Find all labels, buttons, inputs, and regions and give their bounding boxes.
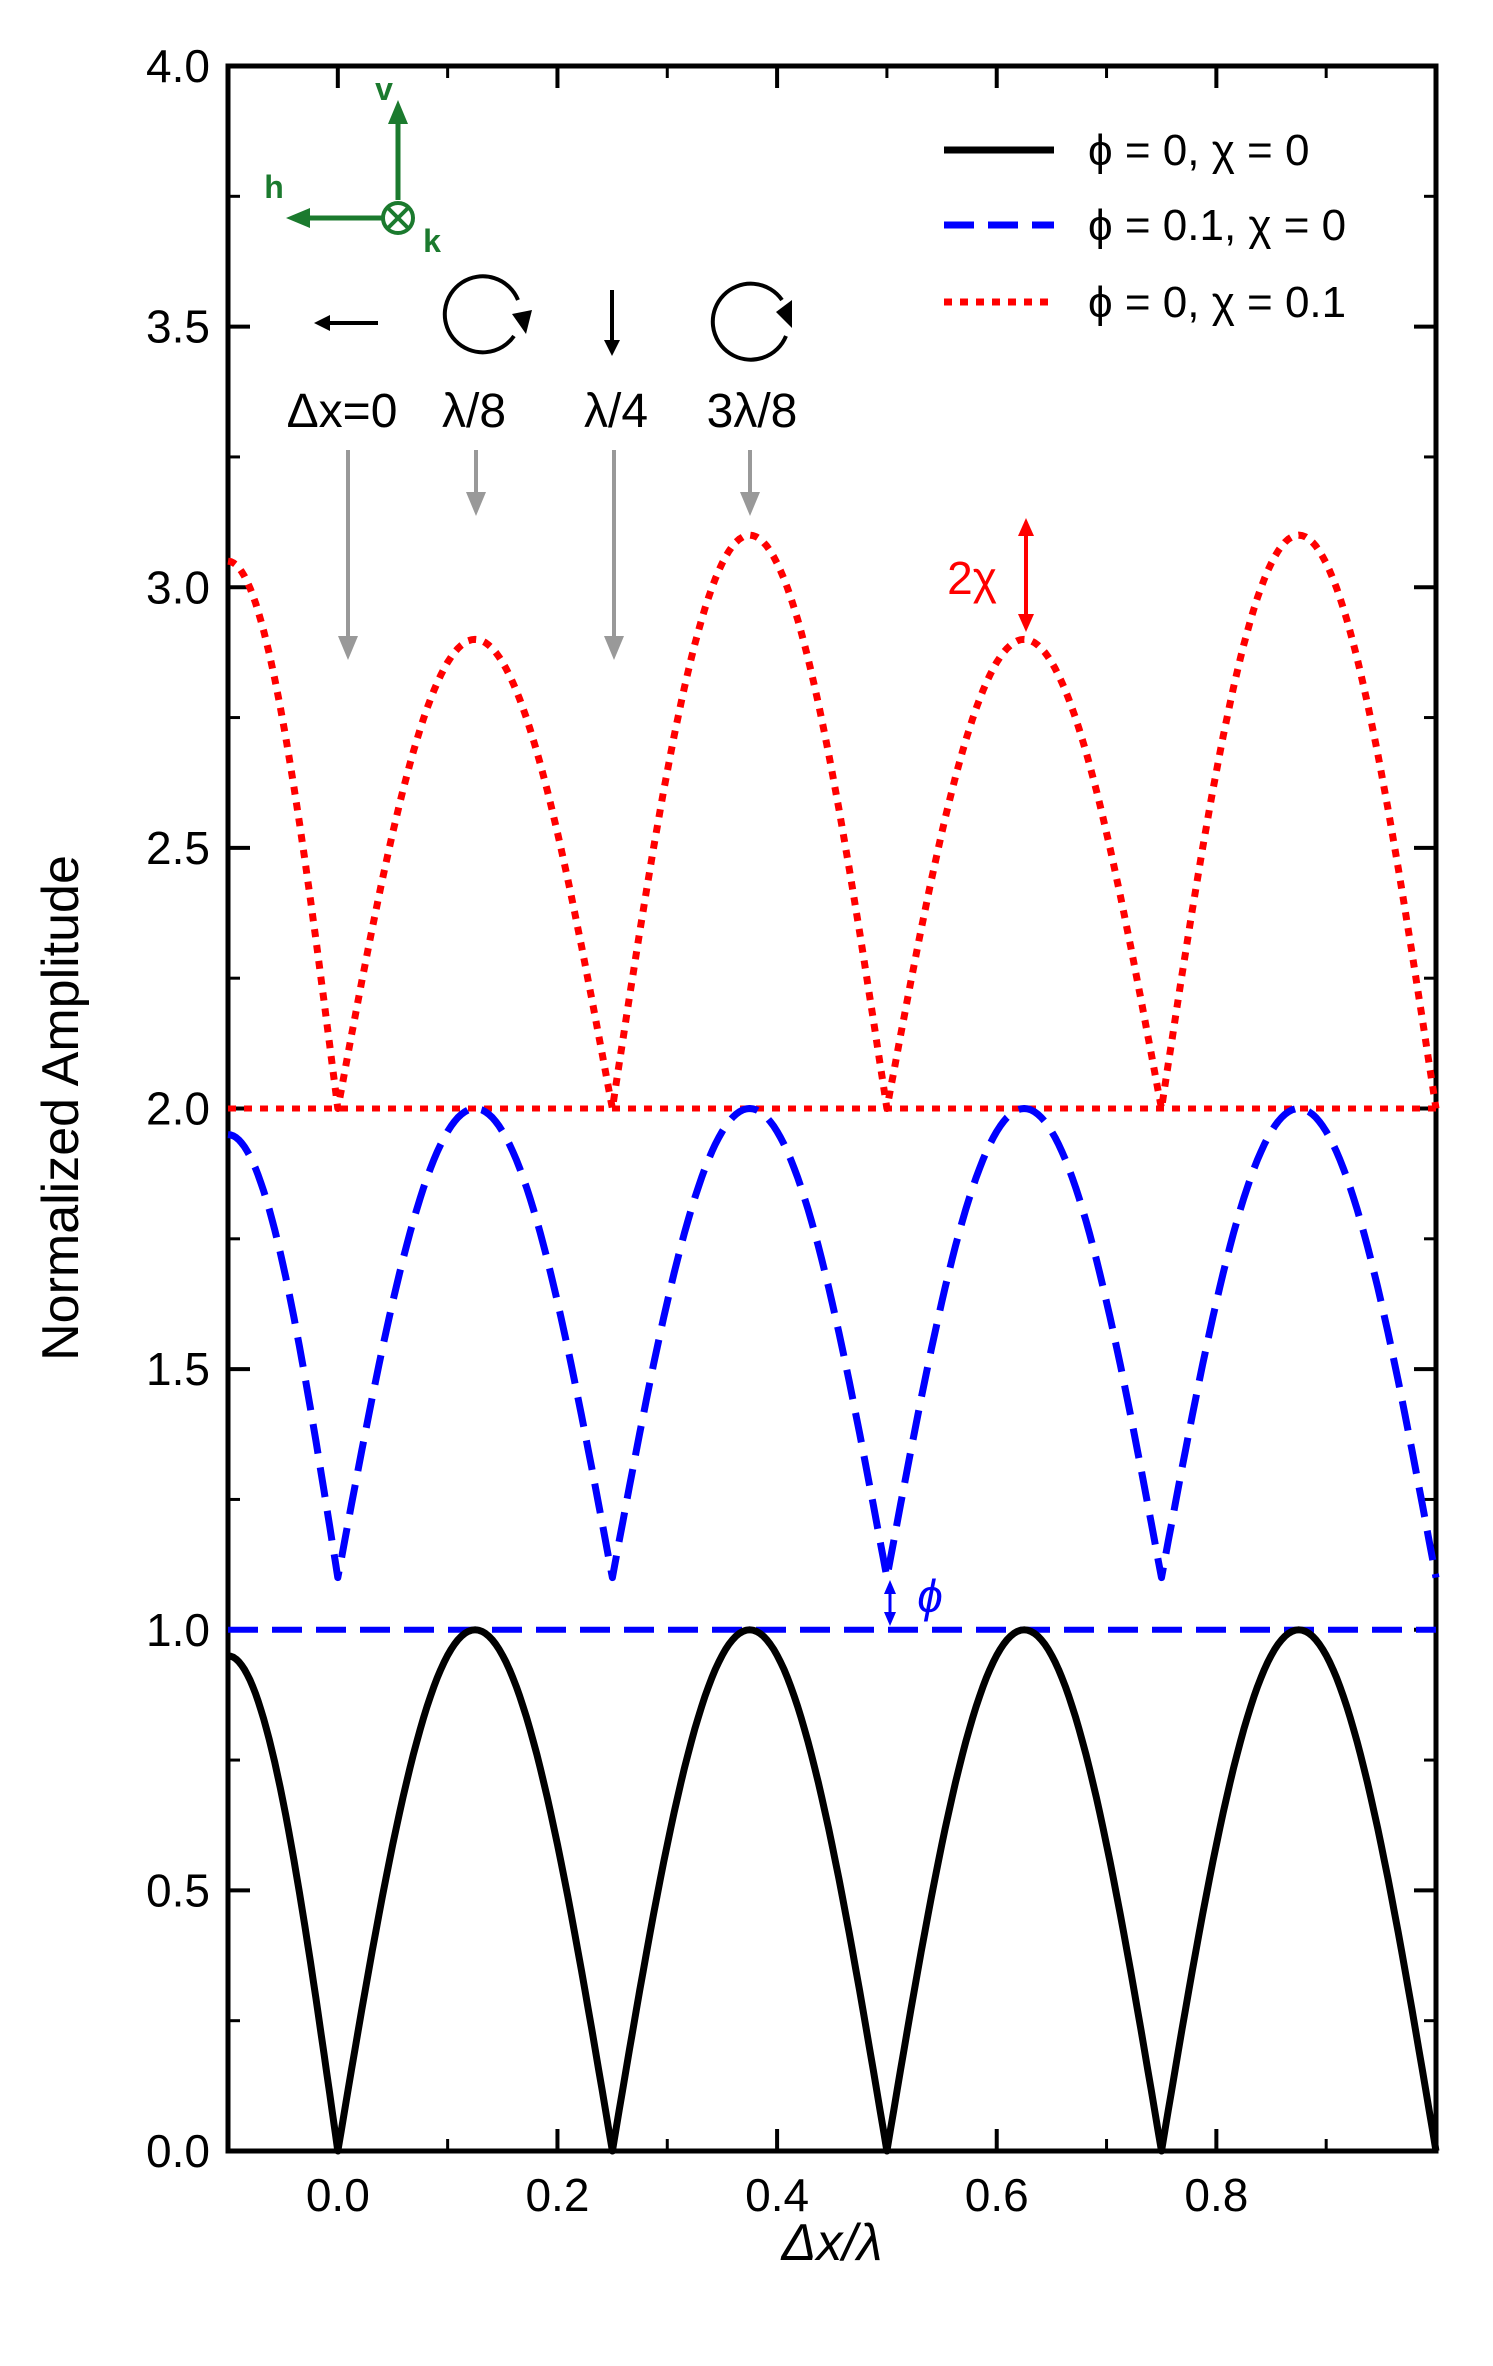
axis-tick-labels: 0.0 0.5 1.0 1.5 2.0 2.5 3.0 3.5 4.0 0.0 0.2 0.4 0.6 0… bbox=[146, 40, 1248, 2221]
chi-arrowhead-top bbox=[1018, 518, 1034, 536]
circular-ccw-icon bbox=[710, 281, 792, 362]
reference-lines bbox=[228, 1105, 1436, 1633]
phi-arrowhead-top bbox=[884, 1580, 896, 1594]
linear-horizontal-arrowhead-icon bbox=[314, 315, 330, 331]
phi-label: ϕ bbox=[917, 1570, 943, 1622]
polarization-label-3: 3λ/8 bbox=[707, 385, 798, 438]
v-arrowhead-icon bbox=[388, 100, 408, 124]
series-lines bbox=[227, 531, 1440, 2155]
phi-annotation: ϕ bbox=[884, 1570, 943, 1626]
x-tick-label: 0.4 bbox=[745, 2169, 809, 2221]
guide-arrowhead-2 bbox=[604, 636, 624, 660]
x-tick-label: 0.0 bbox=[306, 2169, 370, 2221]
k-axis-label: k bbox=[423, 223, 441, 259]
legend-label-2: ϕ = 0, χ = 0.1 bbox=[1088, 278, 1346, 327]
h-axis-label: h bbox=[264, 169, 284, 205]
y-tick-label: 3.0 bbox=[146, 561, 210, 613]
x-tick-label: 0.6 bbox=[965, 2169, 1029, 2221]
y-tick-label: 2.0 bbox=[146, 1083, 210, 1135]
h-arrowhead-icon bbox=[286, 208, 310, 228]
chi-label: 2χ bbox=[947, 552, 997, 604]
circular-cw-icon bbox=[442, 274, 532, 355]
series-line-1 bbox=[227, 1105, 1440, 1582]
v-axis-label: v bbox=[375, 71, 393, 107]
chi-annotation: 2χ bbox=[947, 518, 1034, 632]
x-tick-label: 0.2 bbox=[525, 2169, 589, 2221]
guide-arrows bbox=[338, 450, 760, 660]
phi-arrowhead-bottom bbox=[884, 1612, 896, 1626]
legend-label-1: ϕ = 0.1, χ = 0 bbox=[1088, 201, 1346, 250]
polarization-label-2: λ/4 bbox=[584, 385, 648, 438]
y-tick-label: 4.0 bbox=[146, 40, 210, 92]
linear-vertical-arrowhead-icon bbox=[604, 340, 620, 356]
chi-arrowhead-bottom bbox=[1018, 614, 1034, 632]
polarization-label-1: λ/8 bbox=[442, 385, 506, 438]
guide-arrowhead-0 bbox=[338, 636, 358, 660]
guide-arrowhead-3 bbox=[740, 492, 760, 516]
y-tick-label: 0.5 bbox=[146, 1864, 210, 1916]
legend-label-0: ϕ = 0, χ = 0 bbox=[1088, 126, 1309, 175]
polarization-label-0: Δx=0 bbox=[287, 385, 398, 438]
y-tick-label: 0.0 bbox=[146, 2125, 210, 2177]
coordinate-axes-icon: v h k bbox=[264, 71, 441, 259]
legend: ϕ = 0, χ = 0 ϕ = 0.1, χ = 0 ϕ = 0, χ = 0… bbox=[944, 126, 1346, 327]
x-axis-title: Δx/λ bbox=[780, 2214, 883, 2272]
series-line-0 bbox=[227, 1626, 1440, 2155]
k-into-page-icon bbox=[381, 201, 415, 235]
y-tick-label: 1.0 bbox=[146, 1604, 210, 1656]
guide-arrowhead-1 bbox=[466, 492, 486, 516]
series-line-2 bbox=[227, 531, 1440, 1112]
k-cross-icon-2 bbox=[386, 206, 410, 230]
x-tick-label: 0.8 bbox=[1184, 2169, 1248, 2221]
y-tick-label: 1.5 bbox=[146, 1343, 210, 1395]
y-tick-label: 3.5 bbox=[146, 301, 210, 353]
y-axis-title: Normalized Amplitude bbox=[32, 855, 90, 1361]
polarization-icons bbox=[314, 274, 792, 362]
y-tick-label: 2.5 bbox=[146, 822, 210, 874]
